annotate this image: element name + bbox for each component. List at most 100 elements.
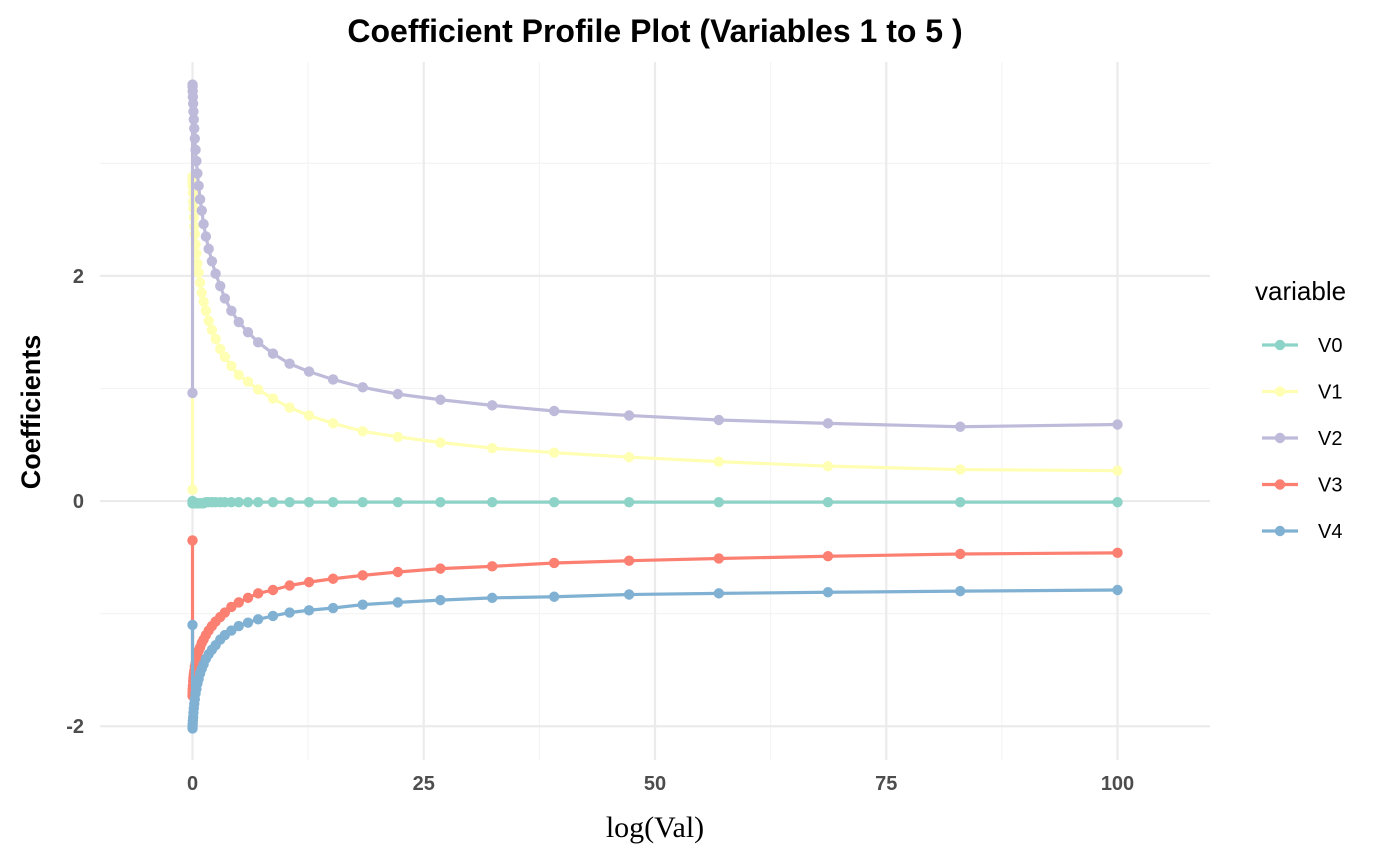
data-point [822,418,834,429]
legend-item-v1: V1 [1262,382,1342,404]
data-point [252,496,264,508]
grid [100,62,1210,760]
data-point [487,442,498,454]
data-point [233,496,244,508]
data-point [487,400,498,411]
data-point [303,576,315,588]
data-point [623,410,635,421]
data-point [190,144,201,156]
data-point [357,382,368,393]
data-point [194,277,206,288]
data-point [327,573,339,584]
data-point [188,106,199,117]
data-point [210,333,221,345]
data-point [955,464,966,475]
data-point [392,496,404,508]
y-tick-label: -2 [66,716,84,738]
data-point [215,343,226,355]
data-point [435,496,446,508]
data-point [713,588,725,599]
data-point [200,231,212,242]
data-point [303,605,315,616]
data-point [435,437,446,448]
x-tick-label: 100 [1101,773,1134,795]
data-point [303,366,315,377]
data-point [206,324,218,336]
data-point [242,617,254,628]
data-point [435,394,446,405]
legend-label: V4 [1318,521,1342,543]
data-point [219,293,231,304]
axes: 0 25 50 75 100 -2 0 2 [66,266,1134,795]
data-point [194,194,206,205]
data-point [284,580,295,591]
data-point [1112,419,1123,430]
y-tick-label: 0 [73,491,84,513]
data-point [187,387,198,399]
data-point [548,447,560,458]
data-point [206,256,218,267]
data-point [284,607,295,618]
data-point [252,614,264,625]
data-point [242,592,254,604]
data-point [713,496,725,508]
data-point [357,599,368,610]
data-point [267,393,279,404]
legend-item-v2: V2 [1262,428,1342,450]
x-tick-label: 25 [413,773,435,795]
data-point [303,410,315,421]
data-point [392,566,404,578]
data-point [435,594,446,606]
data-point [187,484,198,496]
data-point [1112,584,1123,596]
x-tick-label: 0 [187,773,198,795]
data-point [955,548,966,560]
series-v0 [187,495,1123,509]
data-point [487,561,498,572]
data-point [487,496,498,508]
data-point [252,337,264,348]
legend-key-point [1274,525,1286,537]
data-point [392,597,404,608]
data-point [226,496,237,508]
data-point [303,496,315,508]
data-point [226,360,237,372]
data-point [713,553,725,564]
data-point [284,496,295,508]
data-point [193,267,204,278]
data-point [189,123,200,134]
data-point [357,570,368,581]
data-point [200,305,212,317]
data-point [487,592,498,604]
data-point [267,584,279,596]
data-point [203,243,214,255]
data-point [623,589,635,600]
data-point [267,610,279,622]
chart-title: Coefficient Profile Plot (Variables 1 to… [347,13,962,49]
data-point [233,597,244,608]
data-point [188,114,199,125]
legend-item-v3: V3 [1262,475,1342,497]
legend-key-point [1274,479,1286,490]
legend-label: V3 [1318,475,1342,497]
data-point [955,585,966,597]
data-point [267,496,279,508]
data-point [187,619,198,631]
series-v4 [187,584,1123,734]
data-point [252,384,264,395]
series-v2 [187,79,1123,432]
data-point [191,155,202,167]
data-point [327,496,339,508]
data-point [713,456,725,467]
data-point [192,258,203,269]
legend-key-point [1274,339,1286,351]
data-point [226,305,237,317]
data-point [284,358,295,369]
data-point [548,405,560,417]
legend-key-point [1274,386,1286,397]
x-axis-title: log(Val) [606,811,704,844]
y-tick-label: 2 [73,266,84,288]
data-point [215,280,226,292]
data-point [822,551,834,562]
legend-label: V2 [1318,428,1342,450]
